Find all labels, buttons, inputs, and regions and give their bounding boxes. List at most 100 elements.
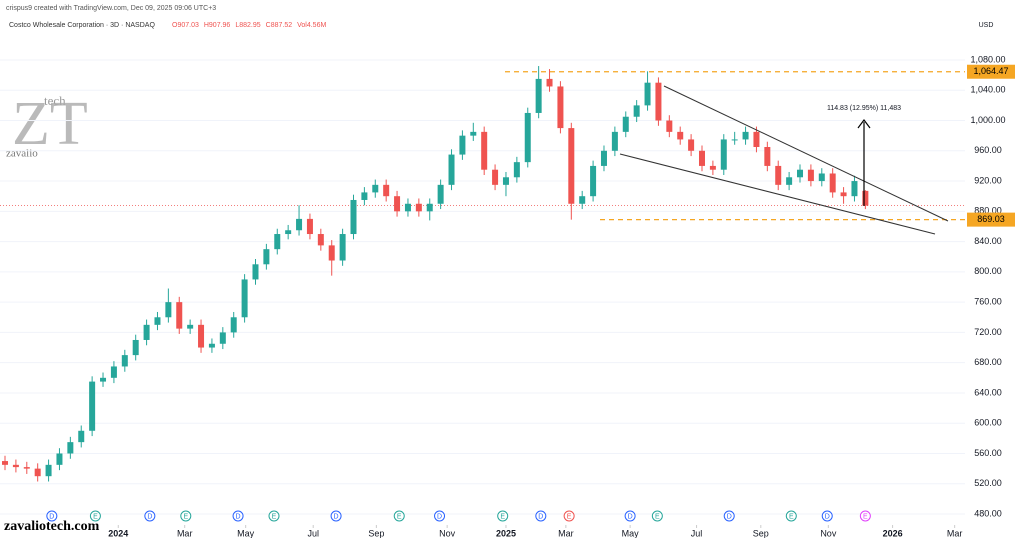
candle-body (611, 131, 618, 151)
candle-body (622, 116, 629, 132)
event-marker (393, 510, 405, 522)
y-tick-label: 640.00 (974, 387, 1002, 397)
candle-body (818, 173, 825, 182)
event-label: D (147, 513, 152, 520)
candle-body (459, 135, 466, 155)
candle-body (600, 150, 607, 166)
event-marker (821, 510, 833, 522)
candle-body (372, 184, 379, 193)
event-label: D (236, 513, 241, 520)
candle-body (100, 377, 107, 382)
candle-body (688, 139, 695, 151)
x-tick-label: Nov (439, 528, 456, 538)
candle-body (219, 332, 226, 344)
x-tick-label: 2025 (496, 528, 516, 538)
candle-body (230, 317, 237, 333)
event-marker (180, 510, 192, 522)
candle-body (448, 154, 455, 185)
candle-body (165, 302, 172, 318)
candle-body (67, 442, 74, 454)
candle-body (317, 234, 324, 246)
event-marker (89, 510, 101, 522)
candle-body (840, 192, 847, 197)
candle-body (524, 112, 531, 163)
legend-value: Vol4.56M (297, 22, 326, 29)
candle-body (328, 245, 335, 261)
candle-body (187, 324, 194, 329)
trend-line (663, 85, 949, 222)
watermark-sub: zavalio (6, 148, 38, 160)
candle-body (12, 464, 19, 468)
candle-body (775, 165, 782, 185)
y-tick-label: 480.00 (974, 508, 1002, 518)
event-marker (497, 510, 509, 522)
candle-body (426, 203, 433, 212)
candle-body (786, 177, 793, 185)
candle-body (807, 169, 814, 182)
candle-body (274, 234, 281, 250)
y-tick-label: 560.00 (974, 448, 1002, 458)
candle-body (568, 128, 575, 204)
candle-body (709, 165, 716, 170)
candle-body (121, 355, 128, 367)
candle-body (110, 366, 117, 378)
credit: crispus9 created with TradingView.com, D… (6, 5, 216, 12)
candle-body (2, 461, 9, 465)
y-tick-label: 720.00 (974, 327, 1002, 337)
x-tick-label: Mar (947, 528, 963, 538)
event-marker (723, 510, 735, 522)
y-tick-label: 920.00 (974, 175, 1002, 185)
candle-body (677, 131, 684, 140)
candle-body (252, 264, 259, 280)
event-marker (144, 510, 156, 522)
level-label: 1,064.47 (973, 66, 1008, 76)
candle-body (404, 203, 411, 212)
x-tick-label: Mar (177, 528, 193, 538)
candle-body (851, 181, 858, 197)
event-label: D (538, 513, 543, 520)
candle-body (339, 234, 346, 261)
candle-body (590, 165, 597, 197)
candle-body (143, 324, 150, 340)
candle-body (720, 139, 727, 170)
candle-body (829, 173, 836, 193)
candle-body (698, 150, 705, 166)
candle-body (154, 317, 161, 325)
y-tick-label: 760.00 (974, 297, 1002, 307)
candle-body (731, 139, 738, 141)
candle-body (470, 131, 477, 136)
candle-body (797, 169, 804, 178)
candle-body (742, 131, 749, 140)
event-label: D (628, 513, 633, 520)
candle-body (481, 131, 488, 170)
y-tick-label: 1,080.00 (970, 54, 1005, 64)
y-tick-label: 800.00 (974, 266, 1002, 276)
level-label: 869.03 (977, 214, 1005, 224)
event-label: E (397, 513, 402, 520)
watermark-small: tech (44, 93, 66, 108)
candle-body (862, 190, 869, 206)
candle-body (208, 343, 215, 348)
event-label: E (183, 513, 188, 520)
candle-body (557, 86, 564, 129)
event-label: E (500, 513, 505, 520)
candle-body (535, 78, 542, 113)
event-marker (624, 510, 636, 522)
event-label: D (49, 513, 54, 520)
candle-body (306, 218, 313, 235)
event-marker (535, 510, 547, 522)
candle-body (579, 196, 586, 204)
y-tick-label: 880.00 (974, 206, 1002, 216)
candle-body (437, 184, 444, 204)
y-tick-label: 1,040.00 (970, 85, 1005, 95)
x-tick-label: Sep (368, 528, 384, 538)
event-marker (46, 510, 58, 522)
candle-body (764, 147, 771, 166)
event-label: D (727, 513, 732, 520)
y-tick-label: 520.00 (974, 478, 1002, 488)
candle-body (23, 467, 30, 469)
event-label: E (655, 513, 660, 520)
level-box (967, 212, 1015, 227)
